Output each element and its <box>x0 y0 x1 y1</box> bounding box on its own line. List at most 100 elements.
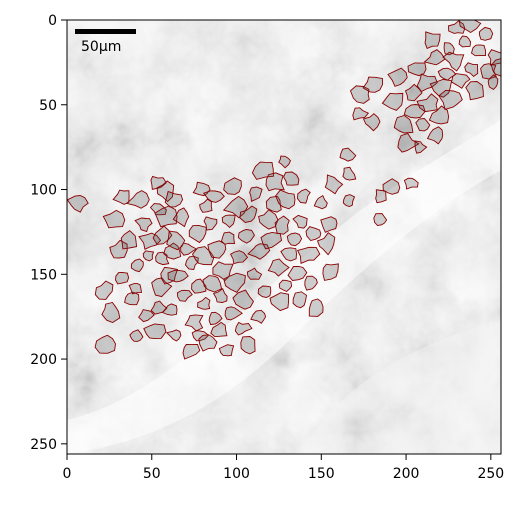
cell-contour <box>470 44 486 57</box>
cell-contour <box>443 42 455 56</box>
cell-contour <box>210 321 228 338</box>
y-tick-label: 150 <box>30 267 57 283</box>
cell-contour <box>292 214 308 229</box>
cell-contour <box>451 73 471 89</box>
cell-contour <box>423 49 446 66</box>
cell-contour <box>230 250 249 265</box>
cell-contour <box>292 291 307 309</box>
cell-contour <box>478 26 494 41</box>
cell-contour <box>234 321 253 336</box>
cell-contour <box>297 188 311 204</box>
cell-contour <box>260 231 282 250</box>
cell-contour <box>94 280 114 300</box>
cell-contour <box>362 76 384 93</box>
cell-contour <box>257 285 272 298</box>
cell-contour <box>275 189 296 210</box>
cell-contour <box>150 300 168 315</box>
x-tick-label: 50 <box>143 466 161 482</box>
cell-contour <box>274 215 290 235</box>
cell-contour <box>278 279 293 293</box>
cell-contour <box>128 283 143 295</box>
x-axis: 0 50 100 150 200 250 <box>63 454 504 482</box>
cell-contour <box>414 140 428 154</box>
cell-contour <box>438 89 463 110</box>
cell-contour <box>437 67 457 81</box>
cell-contour <box>222 195 249 219</box>
cell-contour <box>296 246 321 264</box>
cell-contour <box>223 177 242 195</box>
cell-contour <box>198 334 218 352</box>
y-tick-label: 200 <box>30 352 57 368</box>
cell-contour <box>212 261 234 281</box>
cell-contour <box>316 232 336 256</box>
cell-contour <box>191 330 210 342</box>
cell-contours <box>67 20 501 360</box>
cell-contour <box>239 205 258 223</box>
cell-contour <box>465 81 484 101</box>
cell-contour <box>184 314 204 332</box>
cell-contour <box>487 74 499 90</box>
cell-contour <box>342 194 356 207</box>
cell-contour <box>208 311 223 326</box>
cell-contour <box>138 232 162 250</box>
cell-contour <box>221 214 236 229</box>
cell-contour <box>182 343 201 360</box>
cell-contour <box>393 115 414 134</box>
y-tick-label: 100 <box>30 183 57 199</box>
cell-contour <box>191 246 215 266</box>
cell-contour <box>125 190 150 209</box>
x-tick-label: 200 <box>393 466 420 482</box>
cell-contour <box>130 258 144 273</box>
y-tick-label: 0 <box>48 13 57 29</box>
cell-contour <box>120 230 138 250</box>
cell-contour <box>387 67 408 87</box>
cell-contour <box>490 58 501 77</box>
cell-contour <box>161 303 178 316</box>
x-tick-label: 150 <box>308 466 335 482</box>
x-tick-label: 250 <box>477 466 504 482</box>
cell-contour <box>397 132 420 153</box>
cell-contour <box>151 277 173 298</box>
cell-contour <box>487 49 501 66</box>
cell-contour <box>163 242 182 260</box>
cell-contour <box>464 62 479 77</box>
cell-contour <box>134 217 153 233</box>
cell-contour <box>160 266 179 285</box>
cell-contour <box>313 194 328 210</box>
cell-contour <box>197 296 211 310</box>
cell-contour <box>265 172 285 192</box>
scale-bar-line <box>75 29 136 34</box>
cell-contour <box>180 242 198 256</box>
cell-contour <box>424 31 441 49</box>
cell-contour <box>67 195 89 213</box>
cell-contour <box>375 189 387 204</box>
cell-contour <box>458 20 482 34</box>
cell-contour <box>320 216 338 233</box>
cell-contour <box>191 278 207 294</box>
cell-contour <box>224 306 243 321</box>
cell-contour <box>164 190 184 208</box>
cell-contour <box>286 232 303 247</box>
cell-contour <box>152 225 173 245</box>
cell-contour <box>240 336 256 355</box>
cell-contour <box>165 329 182 342</box>
cell-contour <box>267 258 290 277</box>
cell-contour <box>442 51 465 72</box>
cell-contour <box>280 247 297 262</box>
y-tick-label: 50 <box>39 98 57 114</box>
cell-contour <box>287 266 308 281</box>
y-tick-label: 250 <box>30 437 57 453</box>
cell-contour <box>138 309 155 323</box>
cell-contour <box>142 250 155 262</box>
cell-contour <box>223 272 246 293</box>
cell-contour <box>426 126 444 145</box>
cell-contour <box>362 113 381 132</box>
cell-contour <box>416 73 438 93</box>
cell-contour <box>129 329 144 342</box>
cell-contour <box>304 275 318 291</box>
cell-contour <box>416 93 439 113</box>
cell-contour <box>202 275 223 293</box>
cell-contour <box>258 209 279 230</box>
cell-contour <box>115 271 130 285</box>
cell-contour <box>156 180 175 203</box>
